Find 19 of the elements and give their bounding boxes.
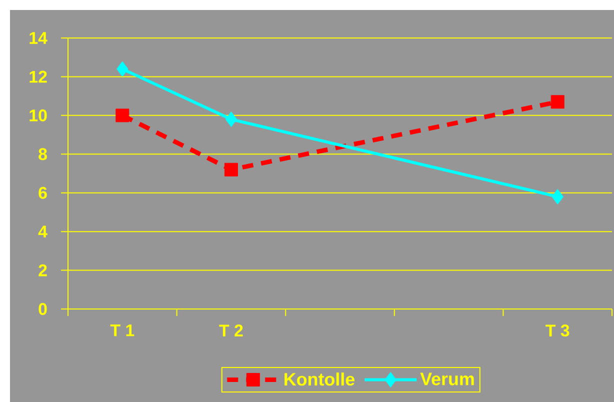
- point: [550, 95, 564, 109]
- legend-label: Kontolle: [284, 372, 354, 386]
- y-tick-label: 12: [30, 70, 47, 83]
- y-tick-label: 0: [38, 303, 47, 315]
- legend-label: Verum: [420, 372, 474, 386]
- y-tick-label: 2: [38, 264, 47, 276]
- point: [552, 188, 564, 204]
- x-tick-label: T 2: [219, 324, 243, 336]
- point: [224, 162, 238, 176]
- y-tick-label: 8: [38, 148, 47, 160]
- point: [116, 61, 128, 77]
- point: [116, 108, 130, 122]
- y-tick-label: 6: [38, 186, 47, 199]
- x-tick-label: T 3: [546, 324, 570, 337]
- y-tick-label: 4: [38, 226, 48, 238]
- y-tick-label: 10: [30, 109, 47, 122]
- point: [225, 112, 238, 128]
- y-tick-label: 14: [30, 32, 48, 44]
- x-tick-label: T 1: [110, 324, 134, 336]
